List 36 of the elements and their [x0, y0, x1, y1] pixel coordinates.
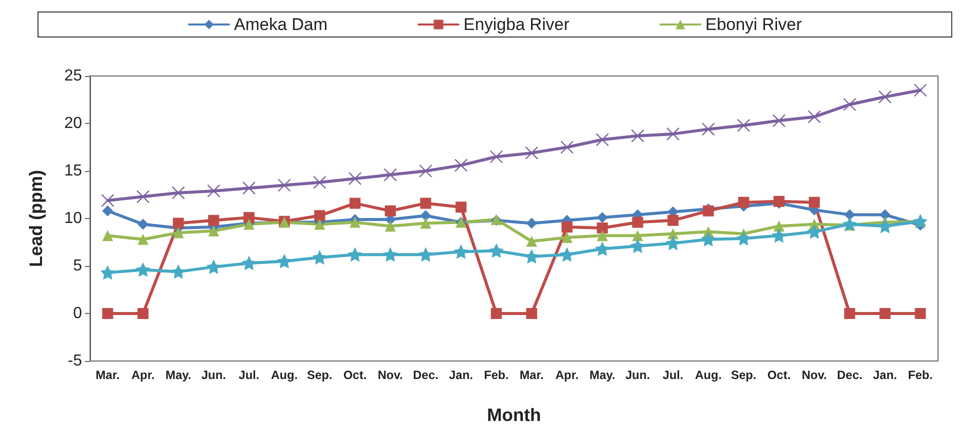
y-tick-label: 5 [73, 258, 82, 274]
x-tick-label: Oct. [343, 368, 367, 382]
y-tick-label: -5 [68, 352, 82, 370]
x-tick-label: Dec. [836, 368, 862, 382]
x-tick-label: Oct. [767, 368, 791, 382]
x-tick-label: Jan. [448, 368, 474, 382]
x-tick-label: Sep. [306, 368, 332, 382]
x-tick-label: Dec. [412, 368, 438, 382]
x-tick-label: Apr. [131, 368, 155, 382]
x-tick-label: Sep. [730, 368, 756, 382]
legend-label: Enyigba River [464, 15, 570, 34]
x-tick-label: May. [165, 368, 192, 382]
y-tick-label: 15 [64, 162, 82, 180]
y-tick-label: 25 [64, 68, 82, 84]
x-tick-label: Nov. [378, 368, 403, 382]
x-tick-label: Jul. [662, 368, 684, 382]
y-axis-title: Lead (ppm) [26, 170, 46, 267]
y-tick-label: 0 [73, 305, 82, 322]
y-tick-label: 20 [64, 115, 82, 132]
legend-label: Ameka Dam [234, 15, 328, 34]
x-tick-label: Aug. [694, 368, 722, 382]
x-tick-label: Jul. [238, 368, 260, 382]
x-tick-label: Mar. [96, 368, 120, 382]
legend-label: Ebonyi River [705, 15, 802, 34]
x-tick-label: Jun. [625, 368, 650, 382]
x-tick-label: Apr. [555, 368, 579, 382]
x-tick-label: Feb. [484, 368, 509, 382]
x-tick-label: Aug. [270, 368, 298, 382]
y-tick-label: 10 [64, 210, 82, 227]
x-tick-label: Feb. [908, 368, 933, 382]
x-tick-label: Jan. [872, 368, 898, 382]
x-tick-label: Nov. [802, 368, 827, 382]
x-tick-label: May. [589, 368, 616, 382]
x-axis-title: Month [487, 405, 541, 425]
x-tick-label: Mar. [520, 368, 544, 382]
x-tick-label: Jun. [201, 368, 226, 382]
